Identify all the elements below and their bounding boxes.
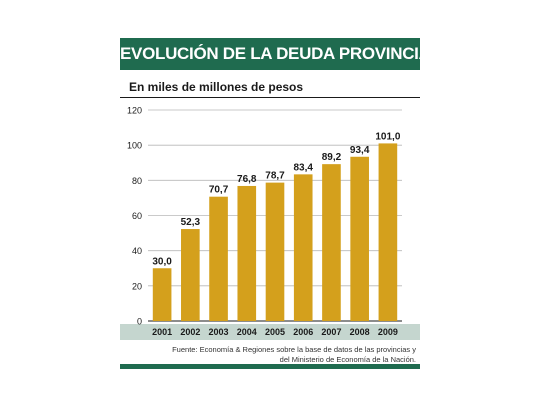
y-tick-label: 40 bbox=[132, 246, 142, 256]
source-note: Fuente: Economía & Regiones sobre la bas… bbox=[170, 345, 416, 365]
x-tick-label-2006: 2006 bbox=[293, 327, 313, 337]
y-tick-label: 60 bbox=[132, 211, 142, 221]
x-tick-label-2008: 2008 bbox=[350, 327, 370, 337]
value-label-2008: 93,4 bbox=[350, 145, 370, 156]
bar-2009 bbox=[378, 143, 398, 321]
bar-2007 bbox=[322, 164, 341, 321]
value-label-2007: 89,2 bbox=[322, 152, 342, 163]
source-line-1: Fuente: Economía & Regiones sobre la bas… bbox=[172, 345, 416, 354]
bar-chart: 0 20 40 60 80 100 120 30,0 52,3 70,7 76,8 78,7 83,4… bbox=[120, 106, 420, 340]
value-label-2004: 76,8 bbox=[237, 174, 257, 185]
footer-bar bbox=[120, 364, 420, 369]
y-tick-label: 0 bbox=[137, 317, 142, 327]
bar-2008 bbox=[350, 156, 369, 321]
value-labels: 30,0 52,3 70,7 76,8 78,7 83,4 89,2 93,4 101,0 bbox=[152, 131, 400, 267]
x-tick-label-2001: 2001 bbox=[152, 327, 172, 337]
x-tick-label-2009: 2009 bbox=[378, 327, 398, 337]
title-banner: EVOLUCIÓN DE LA DEUDA PROVINCIAL bbox=[120, 38, 420, 70]
subtitle-rule bbox=[120, 97, 420, 98]
bar-2001 bbox=[152, 268, 172, 321]
chart-title: EVOLUCIÓN DE LA DEUDA PROVINCIAL bbox=[120, 44, 420, 63]
bar-2002 bbox=[181, 229, 200, 321]
value-label-2003: 70,7 bbox=[209, 185, 229, 196]
y-tick-label: 120 bbox=[127, 106, 142, 116]
bars bbox=[152, 143, 398, 321]
x-axis-band bbox=[120, 324, 420, 340]
chart-subtitle: En miles de millones de pesos bbox=[129, 80, 304, 94]
value-label-2009: 101,0 bbox=[375, 131, 400, 142]
x-tick-label-2007: 2007 bbox=[321, 327, 341, 337]
value-label-2005: 78,7 bbox=[265, 171, 285, 182]
y-axis-ticks: 0 20 40 60 80 100 120 bbox=[127, 106, 142, 327]
value-label-2006: 83,4 bbox=[293, 162, 313, 173]
value-label-2001: 30,0 bbox=[152, 256, 172, 267]
x-tick-label-2005: 2005 bbox=[265, 327, 285, 337]
value-label-2002: 52,3 bbox=[181, 217, 201, 228]
bar-2003 bbox=[209, 196, 228, 321]
x-tick-label-2004: 2004 bbox=[237, 327, 257, 337]
x-axis-labels: 2001 2002 2003 2004 2005 2006 2007 2008 2009 bbox=[152, 327, 398, 337]
y-tick-label: 20 bbox=[132, 281, 142, 291]
bar-2004 bbox=[237, 185, 257, 321]
bar-2005 bbox=[265, 182, 285, 321]
x-tick-label-2002: 2002 bbox=[180, 327, 200, 337]
y-tick-label: 100 bbox=[127, 141, 142, 151]
y-tick-label: 80 bbox=[132, 176, 142, 186]
x-tick-label-2003: 2003 bbox=[209, 327, 229, 337]
bar-2006 bbox=[293, 174, 313, 321]
source-line-2: del Ministerio de Economía de la Nación. bbox=[279, 355, 416, 364]
